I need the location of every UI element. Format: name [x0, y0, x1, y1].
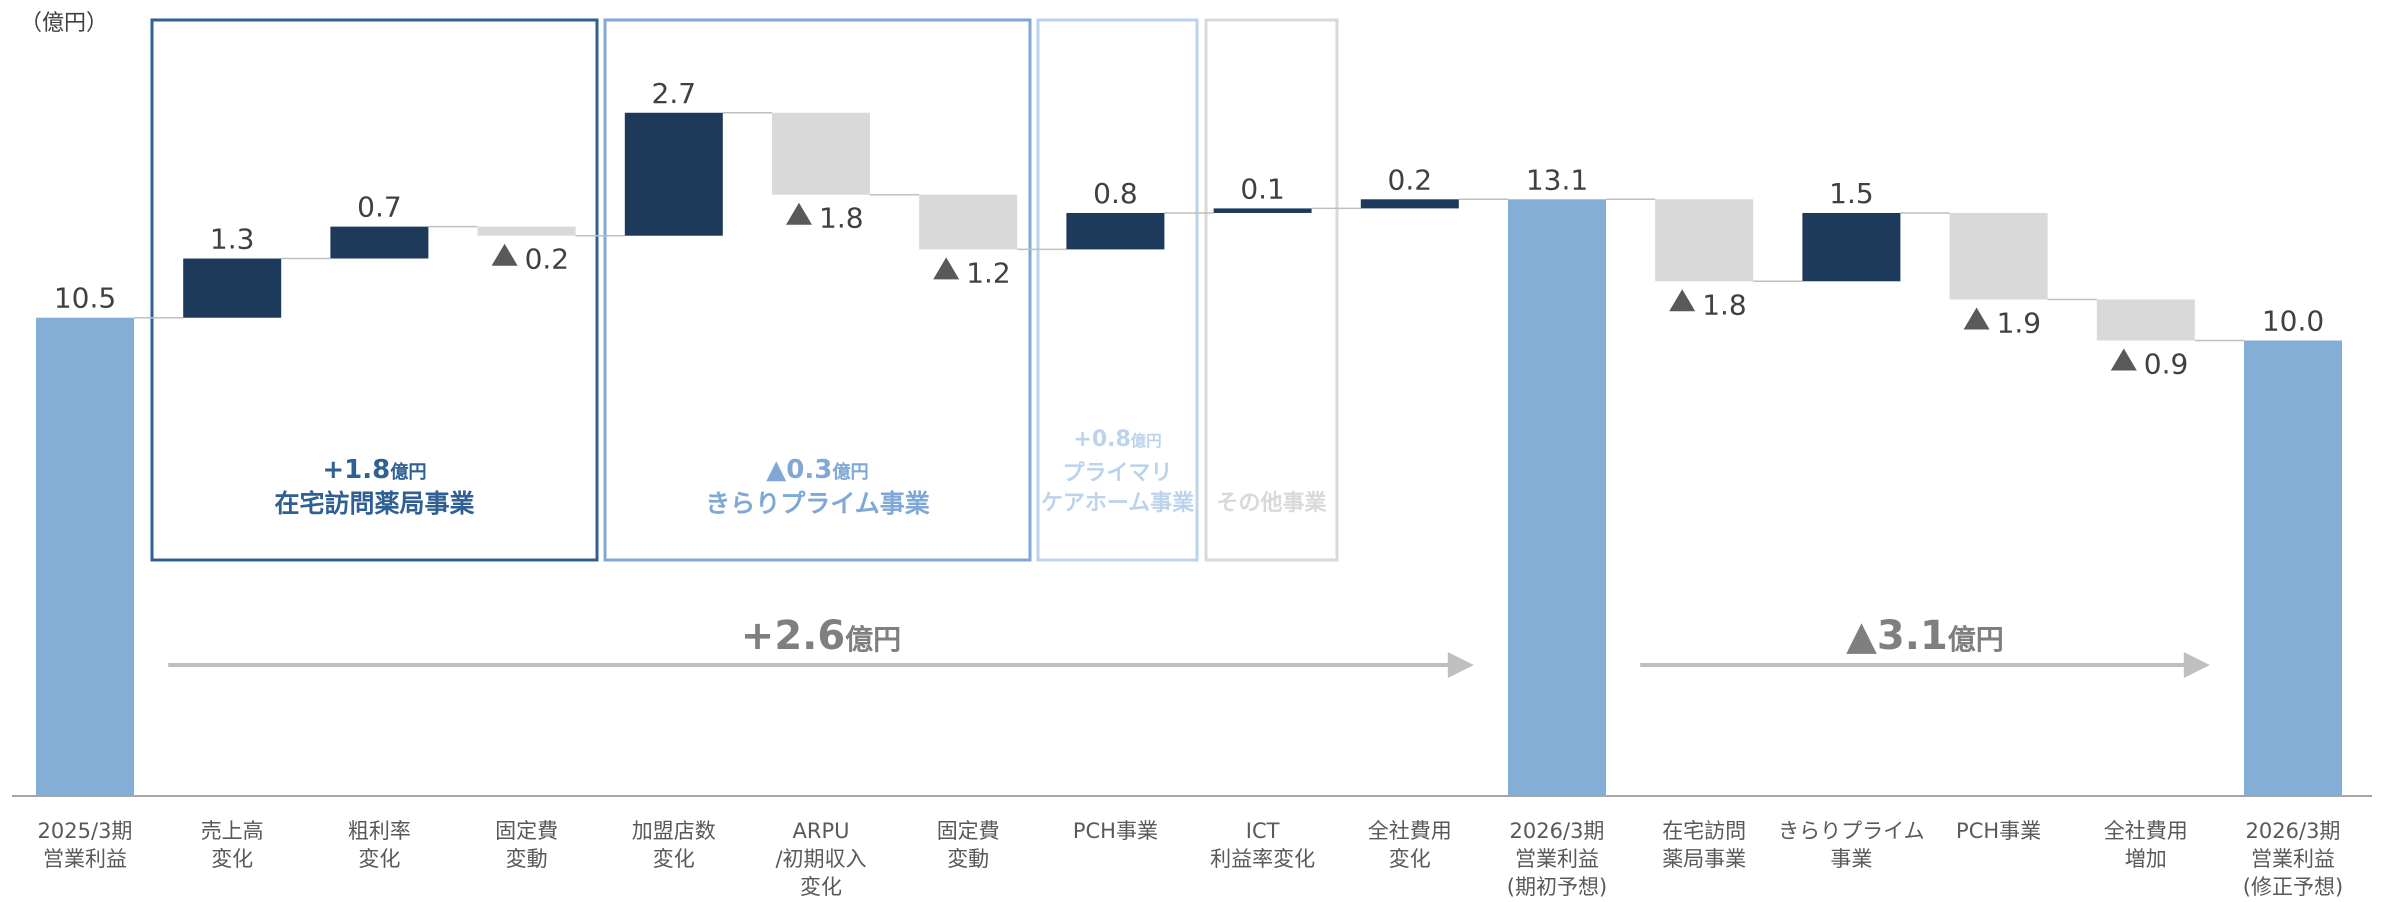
value-label-1: 1.3: [210, 223, 255, 256]
value-label-14: 0.9: [2144, 348, 2189, 381]
value-label-11: 1.8: [1702, 288, 1747, 321]
category-label-10: (期初予想): [1507, 875, 1607, 899]
group-box-3: [1204, 18, 1339, 562]
category-label-6: 固定費: [937, 819, 1000, 843]
value-label-0: 10.5: [54, 282, 116, 315]
category-label-12: 事業: [1830, 847, 1872, 871]
span-arrow-amount-value-1: ▲3.1: [1846, 613, 1948, 659]
category-label-0: 営業利益: [43, 847, 127, 871]
arrowhead-icon: [1447, 652, 1474, 678]
decrease-triangle-icon: [491, 243, 518, 266]
value-label-3: 0.2: [525, 243, 570, 276]
category-label-9: 全社費用: [1368, 819, 1452, 843]
value-label-2: 0.7: [357, 191, 402, 224]
group-amount-1: ▲0.3億円: [766, 455, 868, 485]
bar-8: [1213, 208, 1312, 213]
group-box-0: [150, 18, 599, 562]
span-arrow-amount-1: ▲3.1億円: [1846, 613, 2004, 659]
category-label-12: きらりプライム: [1778, 819, 1925, 843]
category-label-15: 営業利益: [2251, 847, 2335, 871]
category-label-10: 営業利益: [1515, 847, 1599, 871]
category-label-13: PCH事業: [1956, 819, 2041, 843]
bar-11: [1655, 199, 1754, 282]
span-arrow-amount-value-0: +2.6: [741, 613, 845, 659]
category-label-5: /初期収入: [775, 847, 866, 871]
group-amount-2: +0.8億円: [1073, 427, 1161, 452]
group-amount-value-0: +1.8: [322, 455, 390, 485]
category-label-2: 変化: [358, 847, 400, 871]
bar-0: [36, 317, 134, 796]
category-label-2: 粗利率: [348, 819, 411, 843]
value-label-6: 1.2: [966, 256, 1011, 289]
group-title-2: プライマリ: [1062, 461, 1172, 486]
bar-12: [1802, 212, 1901, 282]
value-label-13: 1.9: [1997, 307, 2042, 340]
bar-7: [1066, 212, 1165, 250]
bar-15: [2244, 340, 2342, 796]
decrease-triangle-icon: [933, 257, 960, 280]
bar-14: [2096, 299, 2195, 341]
bar-4: [624, 112, 723, 236]
category-label-11: 在宅訪問: [1662, 819, 1746, 843]
category-label-4: 変化: [653, 847, 695, 871]
value-label-8: 0.1: [1240, 172, 1285, 205]
category-label-3: 固定費: [495, 819, 558, 843]
arrowhead-icon: [2183, 652, 2210, 678]
category-label-10: 2026/3期: [1510, 819, 1605, 843]
category-label-6: 変動: [947, 847, 989, 871]
value-label-15: 10.0: [2262, 305, 2324, 338]
category-label-9: 変化: [1389, 847, 1431, 871]
unit-label: （億円）: [20, 11, 108, 36]
category-label-4: 加盟店数: [632, 819, 716, 843]
decrease-triangle-icon: [1669, 289, 1696, 312]
value-label-9: 0.2: [1388, 163, 1433, 196]
group-title-2: ケアホーム事業: [1041, 490, 1195, 516]
bar-10: [1508, 199, 1606, 797]
decrease-triangle-icon: [2110, 348, 2137, 371]
bar-5: [772, 112, 870, 195]
bar-3: [477, 226, 576, 236]
group-amount-unit-0: 億円: [390, 461, 426, 483]
category-label-15: 2026/3期: [2246, 819, 2341, 843]
group-title-3: その他事業: [1216, 490, 1327, 516]
bar-2: [330, 226, 429, 259]
decrease-triangle-icon: [1963, 307, 1990, 330]
group-amount-value-1: ▲0.3: [766, 455, 832, 485]
value-label-5: 1.8: [819, 202, 864, 235]
span-arrow-amount-0: +2.6億円: [741, 613, 901, 659]
category-label-8: 利益率変化: [1210, 847, 1315, 871]
group-box-1: [603, 18, 1032, 562]
category-label-5: 変化: [800, 875, 842, 899]
bar-6: [919, 194, 1018, 250]
category-label-1: 売上高: [201, 819, 264, 843]
group-amount-unit-2: 億円: [1131, 431, 1162, 450]
bar-9: [1360, 199, 1459, 209]
decrease-triangle-icon: [786, 202, 812, 225]
group-amount-unit-1: 億円: [832, 461, 868, 483]
category-label-0: 2025/3期: [38, 819, 133, 843]
value-label-4: 2.7: [652, 77, 697, 110]
span-arrow-amount-unit-0: 億円: [845, 623, 901, 656]
category-label-3: 変動: [506, 847, 548, 871]
bar-1: [183, 258, 282, 318]
category-label-7: PCH事業: [1073, 819, 1158, 843]
group-box-2: [1036, 18, 1199, 562]
category-label-14: 全社費用: [2104, 819, 2188, 843]
span-arrow-amount-unit-1: 億円: [1948, 623, 2004, 656]
category-label-1: 変化: [211, 847, 253, 871]
group-amount-0: +1.8億円: [322, 455, 426, 485]
value-label-7: 0.8: [1093, 177, 1138, 210]
category-label-15: (修正予想): [2243, 875, 2343, 899]
category-label-11: 薬局事業: [1662, 847, 1746, 871]
category-label-5: ARPU: [793, 819, 850, 843]
group-title-1: きらりプライム事業: [705, 489, 930, 518]
group-amount-value-2: +0.8: [1073, 427, 1130, 452]
group-title-0: 在宅訪問薬局事業: [274, 489, 474, 518]
category-label-14: 増加: [2125, 847, 2167, 871]
value-label-12: 1.5: [1829, 177, 1874, 210]
category-label-8: ICT: [1246, 819, 1280, 843]
value-label-10: 13.1: [1526, 163, 1588, 196]
bar-13: [1949, 212, 2048, 300]
